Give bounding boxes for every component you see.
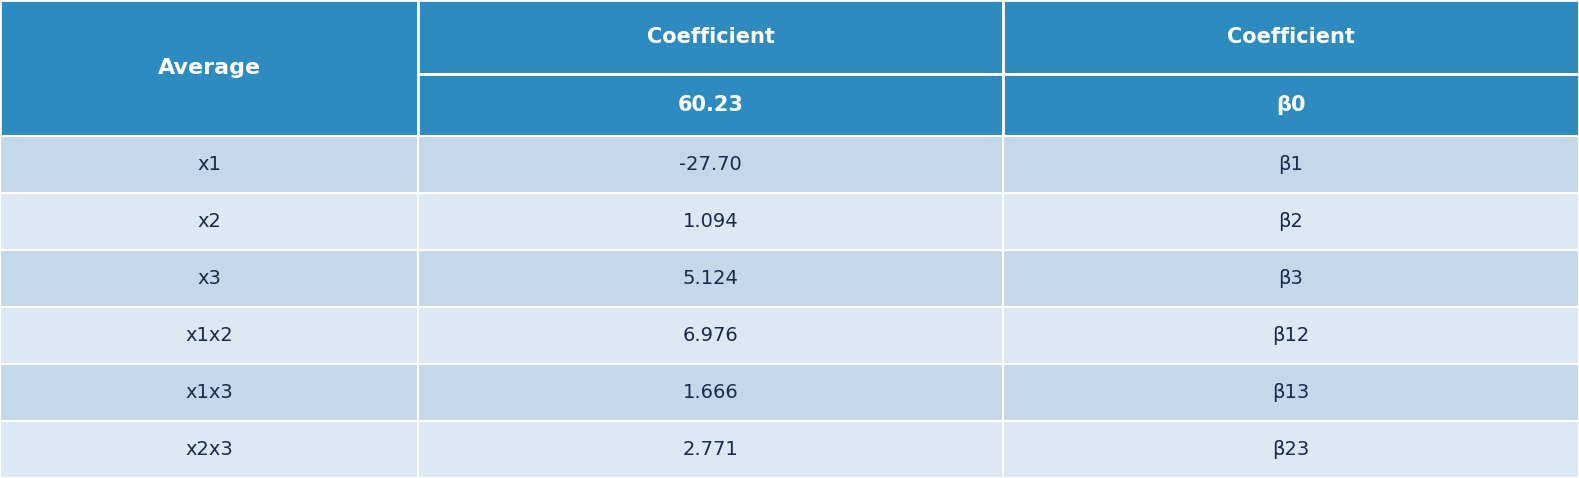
Text: 6.976: 6.976 (682, 326, 739, 345)
Bar (0, 0, 418, 136)
Bar (1003, 421, 1579, 478)
Text: β13: β13 (1273, 383, 1309, 402)
Text: x1: x1 (197, 155, 221, 174)
Bar (1003, 136, 1579, 193)
Text: β1: β1 (1279, 155, 1303, 174)
Text: Average: Average (158, 58, 261, 78)
Bar (0, 364, 418, 421)
Bar (1003, 0, 1579, 74)
Text: β3: β3 (1279, 269, 1303, 288)
Text: 1.094: 1.094 (682, 212, 739, 231)
Text: x1x3: x1x3 (185, 383, 234, 402)
Bar (418, 0, 1003, 74)
Bar (0, 136, 418, 193)
Text: 60.23: 60.23 (677, 95, 744, 115)
Text: 2.771: 2.771 (682, 440, 739, 458)
Bar (418, 421, 1003, 478)
Bar (1003, 74, 1579, 136)
Text: x2x3: x2x3 (185, 440, 234, 458)
Text: x1x2: x1x2 (185, 326, 234, 345)
Text: β23: β23 (1273, 440, 1309, 458)
Bar (418, 250, 1003, 307)
Text: 5.124: 5.124 (682, 269, 739, 288)
Bar (418, 364, 1003, 421)
Bar (1003, 364, 1579, 421)
Text: β0: β0 (1276, 95, 1306, 115)
Bar (418, 193, 1003, 250)
Bar (1003, 307, 1579, 364)
Bar (0, 250, 418, 307)
Text: 1.666: 1.666 (682, 383, 739, 402)
Text: x3: x3 (197, 269, 221, 288)
Bar (418, 74, 1003, 136)
Bar (0, 307, 418, 364)
Text: Coefficient: Coefficient (1227, 27, 1355, 47)
Text: -27.70: -27.70 (679, 155, 742, 174)
Bar (418, 136, 1003, 193)
Bar (1003, 250, 1579, 307)
Bar (1003, 193, 1579, 250)
Text: β2: β2 (1279, 212, 1303, 231)
Text: β12: β12 (1273, 326, 1309, 345)
Bar (0, 421, 418, 478)
Bar (418, 307, 1003, 364)
Bar (0, 193, 418, 250)
Text: x2: x2 (197, 212, 221, 231)
Text: Coefficient: Coefficient (647, 27, 774, 47)
